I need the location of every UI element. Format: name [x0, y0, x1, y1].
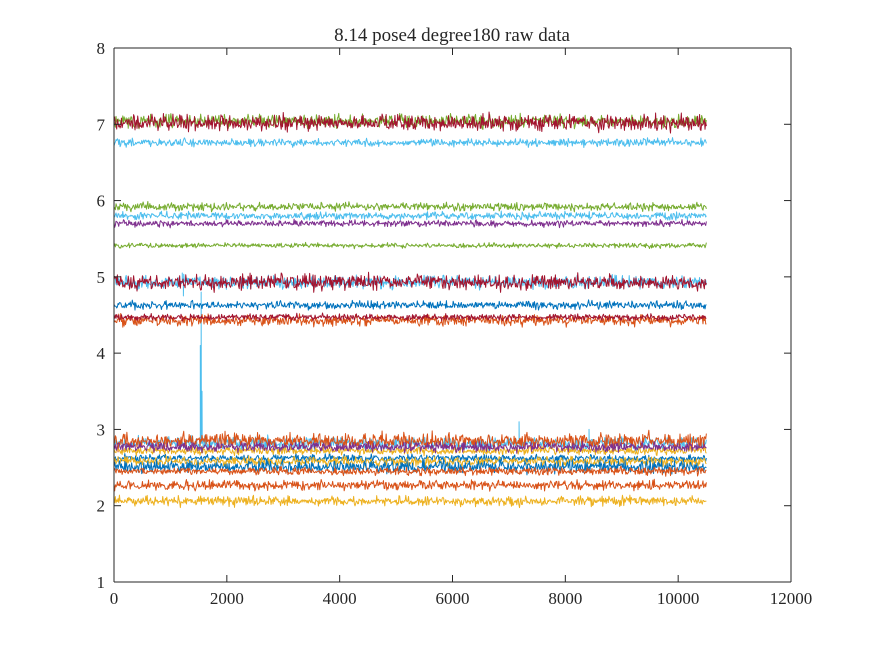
x-tick-label: 2000 — [210, 589, 244, 608]
x-tick-label: 6000 — [436, 589, 470, 608]
x-tick-label: 0 — [110, 589, 119, 608]
y-tick-label: 3 — [97, 420, 106, 439]
y-tick-label: 7 — [97, 115, 106, 134]
x-tick-label: 12000 — [770, 589, 813, 608]
x-tick-label: 4000 — [323, 589, 357, 608]
chart-title: 8.14 pose4 degree180 raw data — [334, 25, 570, 46]
x-tick-label: 8000 — [548, 589, 582, 608]
x-tick-label: 10000 — [657, 589, 700, 608]
y-tick-label: 5 — [97, 268, 106, 287]
y-tick-label: 8 — [97, 39, 106, 58]
y-tick-label: 4 — [97, 344, 106, 363]
y-tick-label: 2 — [97, 497, 106, 516]
y-tick-label: 6 — [97, 192, 106, 211]
y-tick-label: 1 — [97, 573, 106, 592]
